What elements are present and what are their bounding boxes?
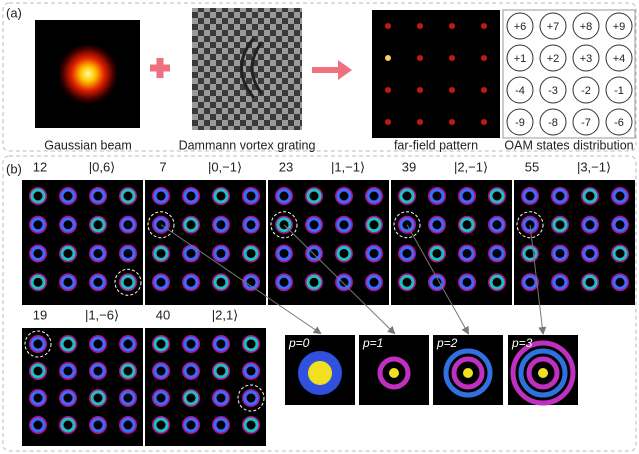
- oam-label: +1: [514, 53, 527, 65]
- frame-state: |0,6⟩: [89, 159, 116, 174]
- far-field-dot: [481, 87, 487, 93]
- frame-state: |0,−1⟩: [208, 159, 242, 174]
- oam-label: -7: [581, 117, 591, 129]
- oam-label: +7: [547, 21, 560, 33]
- frame-number: 7: [159, 159, 166, 174]
- frame-state: |2,−1⟩: [454, 159, 488, 174]
- frame-state: |1,−6⟩: [85, 307, 119, 322]
- frame-number: 40: [156, 307, 170, 322]
- zoom-core: [538, 368, 548, 378]
- far-field-dot: [449, 87, 455, 93]
- plus-sign: [150, 58, 170, 78]
- oam-label: -2: [581, 85, 591, 97]
- caption: Gaussian beam: [44, 138, 132, 152]
- caption: far-field pattern: [394, 138, 478, 152]
- oam-label: -8: [548, 117, 558, 129]
- frame-state: |1,−1⟩: [331, 159, 365, 174]
- frame-number: 23: [279, 159, 293, 174]
- gaussian-spot: [58, 44, 118, 104]
- oam-label: +8: [580, 21, 593, 33]
- oam-label: +9: [613, 21, 626, 33]
- panel-label: (a): [6, 5, 22, 20]
- oam-label: +2: [547, 53, 560, 65]
- frame-number: 39: [402, 159, 416, 174]
- far-field-dot: [385, 87, 391, 93]
- caption: Dammann vortex grating: [179, 138, 316, 152]
- far-field-dot: [481, 119, 487, 125]
- frame-state: |2,1⟩: [212, 307, 239, 322]
- grating-image: [192, 8, 302, 130]
- far-field-dot: [417, 23, 423, 29]
- frame-number: 55: [525, 159, 539, 174]
- oam-label: -1: [614, 85, 624, 97]
- frame-number: 12: [33, 159, 47, 174]
- far-field-dot: [481, 55, 487, 61]
- far-field-image: [372, 10, 500, 138]
- oam-label: -4: [515, 85, 525, 97]
- far-field-dot: [449, 23, 455, 29]
- far-field-dot: [417, 87, 423, 93]
- caption: OAM states distribution: [504, 138, 633, 152]
- zoom-core: [463, 368, 473, 378]
- oam-label: -9: [515, 117, 525, 129]
- zoom-label: p=3: [511, 336, 533, 350]
- far-field-dot: [449, 55, 455, 61]
- zoom-core: [389, 368, 399, 378]
- zoom-label: p=0: [288, 336, 310, 350]
- far-field-dot: [385, 119, 391, 125]
- far-field-dot: [385, 55, 391, 61]
- oam-label: +4: [613, 53, 626, 65]
- zoom-core: [308, 361, 332, 385]
- arrow-head: [338, 60, 352, 80]
- frame-state: |3,−1⟩: [577, 159, 611, 174]
- oam-label: +3: [580, 53, 593, 65]
- frame-number: 19: [33, 307, 47, 322]
- far-field-dot: [417, 119, 423, 125]
- figure: (a) (b) Gaussian beam Dammann vortex grat…: [0, 0, 639, 454]
- far-field-dot: [481, 23, 487, 29]
- far-field-dot: [385, 23, 391, 29]
- zoom-label: p=1: [362, 336, 383, 350]
- panel-label: (b): [6, 161, 22, 176]
- oam-label: -6: [614, 117, 624, 129]
- zoom-label: p=2: [436, 336, 458, 350]
- oam-label: +6: [514, 21, 527, 33]
- far-field-dot: [417, 55, 423, 61]
- far-field-dot: [449, 119, 455, 125]
- oam-label: -3: [548, 85, 558, 97]
